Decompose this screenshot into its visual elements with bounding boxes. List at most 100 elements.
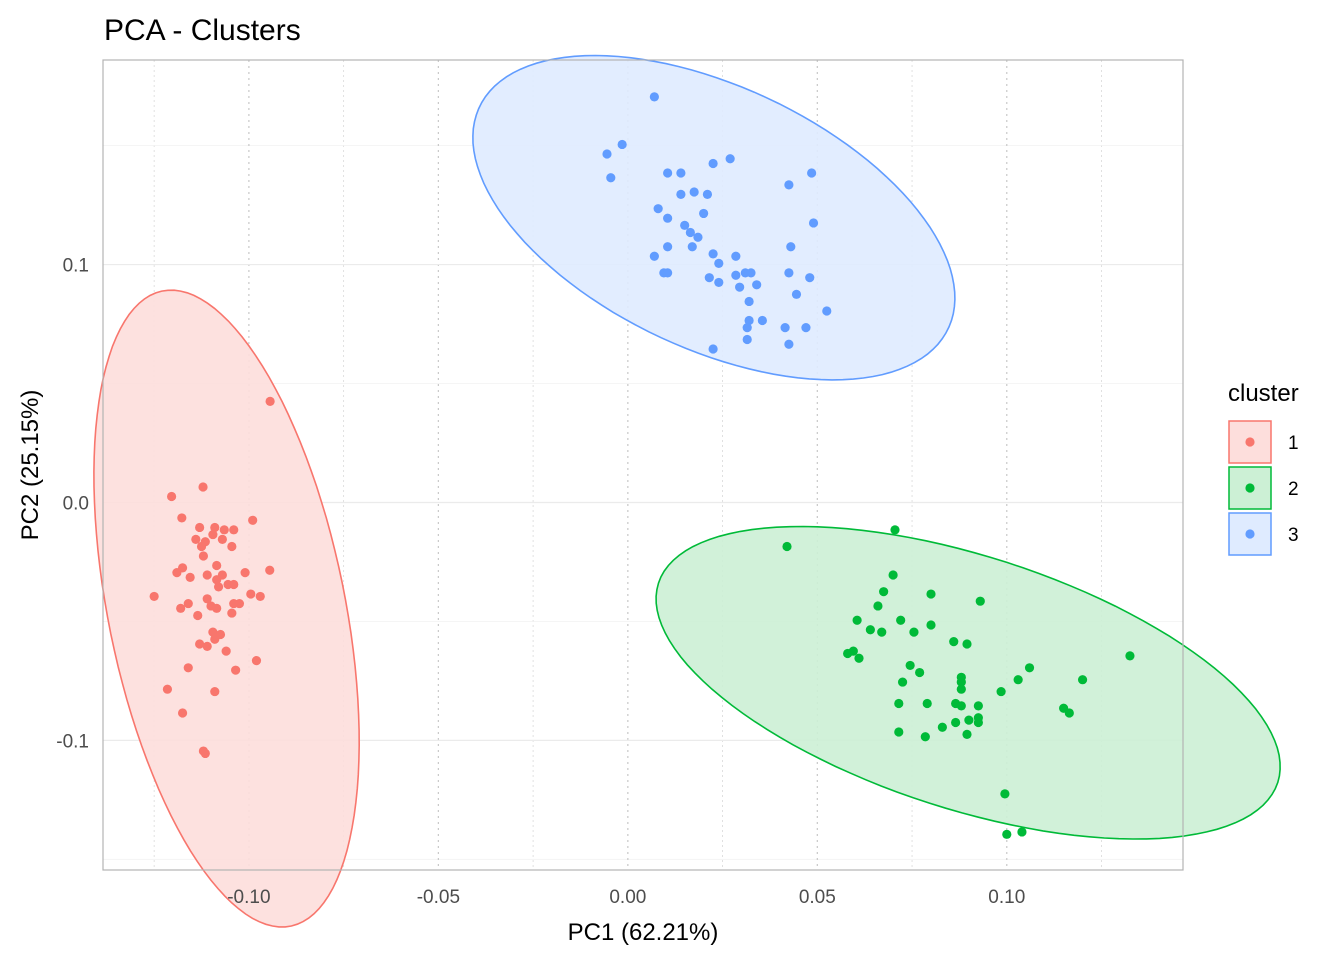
cluster-2-point xyxy=(956,701,966,711)
cluster-2-point xyxy=(1017,827,1027,837)
cluster-3-point xyxy=(757,315,767,326)
cluster-2-point xyxy=(975,596,985,606)
y-tick-label: 0.0 xyxy=(63,493,89,514)
cluster-1-point xyxy=(196,541,207,552)
cluster-1-point xyxy=(198,746,209,756)
cluster-3-point xyxy=(735,282,745,292)
x-tick-label: -0.10 xyxy=(227,887,270,908)
cluster-3-point xyxy=(731,270,741,280)
legend-title: cluster xyxy=(1228,380,1299,407)
cluster-1-point xyxy=(191,534,201,544)
y-axis-title: PC2 (25.15%) xyxy=(17,390,44,541)
cluster-2-point xyxy=(996,686,1006,697)
cluster-3-point xyxy=(704,273,714,283)
cluster-1-point xyxy=(240,568,250,578)
cluster-2-point xyxy=(1013,675,1023,685)
plot-panel xyxy=(93,54,1281,928)
cluster-2-point xyxy=(956,684,966,694)
cluster-1-point xyxy=(212,575,222,585)
cluster-3-point xyxy=(699,208,709,219)
cluster-1-ellipse xyxy=(93,289,361,928)
cluster-2-point xyxy=(951,717,961,728)
cluster-1-point xyxy=(210,522,220,533)
cluster-3-point xyxy=(805,273,815,283)
cluster-1-point xyxy=(251,656,262,666)
cluster-2-point xyxy=(909,627,919,637)
cluster-1-point xyxy=(149,591,159,602)
cluster-3-point xyxy=(689,187,699,197)
cluster-1-point xyxy=(195,639,205,649)
cluster-3-point xyxy=(649,251,659,261)
cluster-1-point xyxy=(172,568,182,578)
cluster-1-point xyxy=(221,646,231,656)
cluster-3-point xyxy=(731,251,741,261)
cluster-1-point xyxy=(212,603,222,613)
cluster-2-point xyxy=(1024,663,1035,673)
cluster-3-point xyxy=(744,315,754,326)
x-tick-label: 0.10 xyxy=(988,887,1025,908)
cluster-3-point xyxy=(649,92,659,102)
y-tick-label: -0.1 xyxy=(56,731,89,752)
cluster-1-point xyxy=(217,534,227,544)
cluster-2-point xyxy=(879,587,889,597)
cluster-1-point xyxy=(227,541,237,552)
cluster-3-point xyxy=(708,158,718,169)
cluster-3-point xyxy=(663,168,673,178)
cluster-1-point xyxy=(208,529,218,540)
cluster-2-point xyxy=(905,660,915,671)
x-tick-label: -0.05 xyxy=(417,887,460,908)
cluster-3-point xyxy=(685,227,695,238)
cluster-3-point xyxy=(708,344,718,354)
cluster-1-point xyxy=(210,686,220,697)
cluster-2-point xyxy=(962,729,972,740)
cluster-3-point xyxy=(653,204,663,214)
cluster-2-point xyxy=(890,525,900,535)
cluster-1-point xyxy=(176,603,186,613)
cluster-3-point xyxy=(822,306,832,316)
cluster-1-point xyxy=(246,589,256,599)
cluster-3-point xyxy=(693,232,703,242)
cluster-3-point xyxy=(602,149,612,159)
cluster-2-point xyxy=(922,698,932,709)
cluster-1-point xyxy=(202,570,212,580)
cluster-2-point xyxy=(1125,651,1135,661)
cluster-3-point xyxy=(663,213,673,223)
cluster-3-point xyxy=(676,168,686,178)
cluster-2-point xyxy=(937,722,947,732)
cluster-1-point xyxy=(183,663,193,673)
cluster-3-point xyxy=(786,242,796,252)
cluster-3-point xyxy=(663,268,673,278)
x-axis-ticks: -0.10 -0.05 0.00 0.05 0.10 xyxy=(227,887,1025,908)
cluster-2-point xyxy=(964,715,974,725)
cluster-3-point xyxy=(702,189,713,200)
cluster-1-point xyxy=(229,579,239,590)
cluster-2-point xyxy=(897,677,908,687)
legend-label-2: 2 xyxy=(1288,479,1299,500)
legend-items: 1 2 3 xyxy=(1228,420,1299,556)
cluster-3-point xyxy=(784,339,794,349)
cluster-1-point xyxy=(213,582,224,592)
legend-marker-2 xyxy=(1245,483,1255,493)
cluster-2-point xyxy=(1077,675,1088,685)
cluster-1-point xyxy=(231,665,241,675)
cluster-3-point xyxy=(742,334,752,345)
cluster-3-point xyxy=(746,268,756,278)
cluster-2-point xyxy=(894,698,904,709)
y-axis-ticks: 0.1 0.0 -0.1 xyxy=(56,256,89,753)
cluster-2-point xyxy=(865,625,875,635)
cluster-3-point xyxy=(714,277,724,288)
legend-marker-1 xyxy=(1245,437,1255,447)
cluster-1-point xyxy=(265,565,275,575)
cluster-2-point xyxy=(848,646,858,656)
data-points xyxy=(149,92,1135,839)
legend-label-3: 3 xyxy=(1288,525,1299,546)
cluster-2-point xyxy=(894,727,904,737)
cluster-1-point xyxy=(212,560,222,571)
cluster-1-point xyxy=(234,598,245,609)
chart-title: PCA - Clusters xyxy=(104,14,301,47)
cluster-2-point xyxy=(1064,708,1074,718)
cluster-ellipses xyxy=(93,54,1281,928)
cluster-2-point xyxy=(873,601,883,611)
cluster-3-point xyxy=(606,173,616,183)
x-tick-label: 0.05 xyxy=(799,887,836,908)
